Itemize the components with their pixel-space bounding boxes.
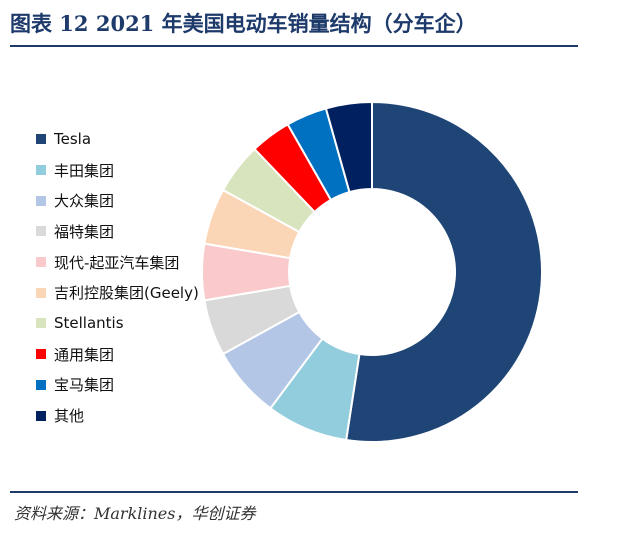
legend-item: 大众集团 (36, 185, 199, 216)
legend-item: Tesla (36, 124, 199, 155)
legend-item: Stellantis (36, 308, 199, 339)
legend-label: 吉利控股集团(Geely) (54, 284, 199, 303)
legend-swatch (36, 165, 46, 176)
legend-label: Tesla (54, 130, 92, 149)
legend-item: 现代-起亚汽车集团 (36, 247, 199, 278)
legend-swatch (36, 226, 46, 237)
legend-swatch (36, 287, 46, 298)
legend-swatch (36, 410, 46, 421)
donut-slice-0 (345, 100, 543, 443)
legend-item: 其他 (36, 400, 199, 431)
legend-label: 其他 (54, 407, 85, 426)
legend-label: 现代-起亚汽车集团 (54, 253, 180, 272)
chart-title: 图表 12 2021 年美国电动车销量结构（分车企） (10, 11, 477, 36)
legend-label: 宝马集团 (54, 376, 115, 395)
title-underline (10, 45, 578, 47)
footer-rule (10, 491, 578, 493)
legend-label: 大众集团 (54, 192, 115, 211)
legend-swatch (36, 349, 46, 360)
legend-item: 宝马集团 (36, 370, 199, 401)
legend-swatch (36, 379, 46, 390)
chart-legend: Tesla 丰田集团大众集团福特集团现代-起亚汽车集团 吉利控股集团(Geely) S… (36, 124, 199, 431)
legend-label: 丰田集团 (54, 161, 115, 180)
legend-item: 福特集团 (36, 216, 199, 247)
legend-item: 丰田集团 (36, 155, 199, 186)
legend-swatch (36, 195, 46, 206)
legend-label: 福特集团 (54, 222, 115, 241)
source-note: 资料来源：Marklines，华创证券 (14, 504, 256, 523)
legend-swatch (36, 134, 46, 145)
legend-label: Stellantis (54, 314, 124, 333)
legend-swatch (36, 257, 46, 268)
legend-item: 吉利控股集团(Geely) (36, 277, 199, 308)
donut-slice-9 (324, 100, 373, 194)
legend-item: 通用集团 (36, 339, 199, 370)
legend-label: 通用集团 (54, 345, 115, 364)
legend-swatch (36, 318, 46, 329)
